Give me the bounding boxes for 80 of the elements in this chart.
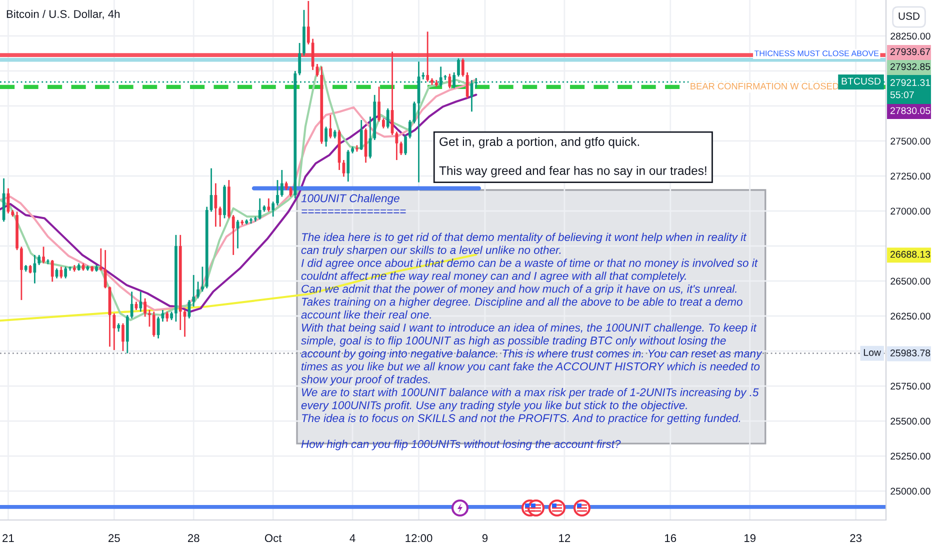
y-tick-label: 25000.00 [890,488,930,495]
candlestick [122,322,124,352]
candlestick [324,126,328,148]
candlestick [218,206,222,228]
candlestick [426,30,430,82]
text: 27932.85 [890,63,930,70]
y-axis-title: USD [898,12,920,20]
y-tick-label: 27250.00 [890,172,930,180]
x-tick-label: 12 [559,534,570,542]
candlestick [192,274,196,308]
candlestick [152,310,156,338]
text: 27921.31 55:07 [890,79,930,98]
y-tick-label: 25500.00 [890,418,930,425]
candlestick [42,246,45,264]
text: Bitcoin / U.S. Dollar, 4h [6,10,120,20]
candlestick [144,298,146,318]
text: 26688.13 [890,250,930,258]
candlestick [60,266,63,280]
candlestick [408,119,412,140]
candlestick [378,86,380,122]
candlestick [298,42,301,76]
candlestick [276,179,279,206]
candlestick [112,312,116,351]
y-tick-label: 26250.00 [890,312,930,320]
candlestick [466,72,469,99]
candlestick [104,249,107,289]
ref-line-label: THICNESS MUST CLOSE ABOVE [754,50,879,56]
candlestick [360,119,363,151]
x-tick-label: 19 [744,534,756,542]
candlestick [166,310,169,322]
candlestick [148,309,151,328]
candlestick [236,219,240,250]
candlestick [267,198,270,212]
candlestick [196,281,200,300]
candlestick [457,58,460,78]
candlestick [448,73,452,90]
x-tick-label: 28 [188,534,200,542]
candlestick [412,100,416,124]
candlestick [139,290,142,312]
y-tick-label: 25250.00 [890,452,930,460]
candlestick [306,0,310,46]
candlestick [64,266,68,280]
candlestick [99,248,102,272]
y-tick-label: 27500.00 [890,138,930,145]
text: 25983.78 [890,350,930,356]
candlestick [20,246,23,301]
text: 27830.05 [890,107,930,114]
y-tick-label: 27000.00 [890,208,930,215]
candlestick [258,198,262,220]
candlestick [382,118,385,130]
x-tick-label: 25 [108,534,120,542]
annotation: Low [864,349,882,356]
y-tick-label: 28250.00 [890,32,930,40]
candlestick [386,108,390,130]
annotation: BTCUSD [842,78,881,85]
x-tick-label: Oct [264,534,282,542]
candlestick [461,58,464,78]
candlestick [346,149,350,182]
candlestick [342,159,346,178]
text: Get in, grab a portion, and gtfo quick. This way greed and fear has no say in our trades! [439,137,706,178]
y-tick-label: 26500.00 [890,278,930,285]
candlestick [50,259,54,282]
y-tick-label: 25750.00 [890,382,930,390]
x-tick-label: 9 [482,534,488,542]
text: 27939.67 [890,48,930,56]
x-tick-label: 12:00 [406,534,432,542]
x-tick-label: 21 [2,534,14,542]
x-tick-label: 16 [665,534,676,542]
candlestick [395,130,398,161]
candlestick [38,254,41,266]
x-tick-label: 23 [850,534,862,542]
candlestick [272,200,275,218]
candlestick [400,140,403,156]
candlestick [201,266,204,292]
x-tick-label: 4 [350,534,356,542]
candlestick [232,214,235,256]
candlestick [404,134,407,156]
candlestick [329,114,332,140]
candlestick [280,169,284,198]
candlestick [452,72,456,90]
